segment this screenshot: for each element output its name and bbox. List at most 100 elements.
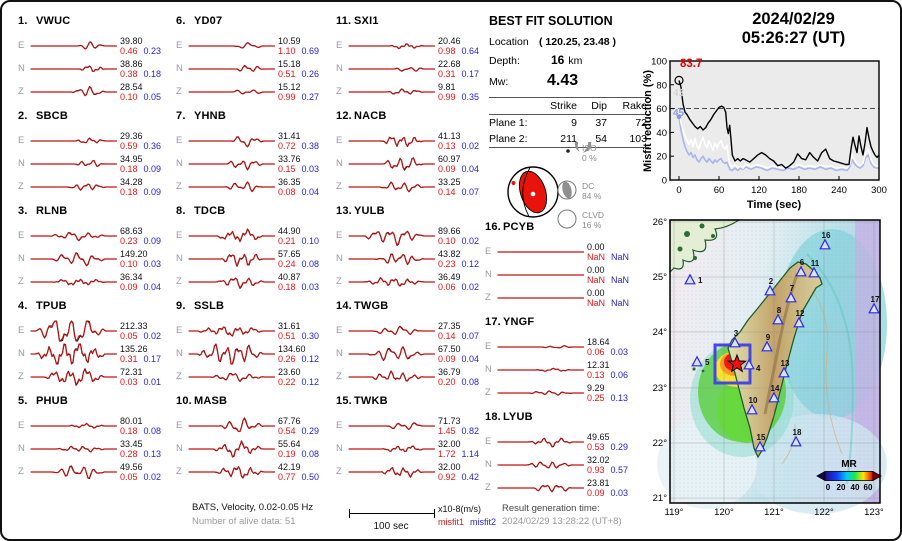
misfit2-value: 0.29: [610, 441, 629, 452]
waveform-row: E 18.64 0.06 0.03: [485, 335, 645, 358]
waveform-row: N 12.31 0.13 0.06: [485, 358, 645, 381]
waveform-row: Z 9.29 0.25 0.13: [485, 381, 645, 404]
waveform-row: N 32.00 1.72 1.14: [336, 437, 496, 460]
lat-label: 22°: [653, 438, 668, 449]
time-scale-bar: [349, 509, 435, 518]
misfit1-value: 0.31: [438, 68, 456, 79]
misfit2-value: NaN: [611, 297, 630, 308]
col-strike: Strike: [550, 100, 577, 112]
amplitude-value: 12.31: [587, 359, 610, 370]
misfit2-value: 1.14: [461, 448, 480, 459]
misfit2-value: 0.38: [301, 140, 320, 151]
station-title: 2. SBCB: [18, 107, 178, 129]
misfit-values: 9.81 0.99 0.35: [438, 82, 479, 102]
station-map-id: 13: [781, 359, 790, 368]
misfit-values: 12.31 0.13 0.06: [587, 360, 628, 380]
misfit2-value: 0.03: [143, 258, 162, 269]
station-name: YNGF: [503, 316, 535, 328]
misfit2-value: 0.07: [461, 186, 480, 197]
y-tick-label: 60: [656, 104, 667, 115]
station-marker-6: 6: [795, 258, 807, 277]
waveform-row: E 80.01 0.18 0.08: [18, 414, 178, 437]
waveform-trace: [30, 41, 117, 50]
blue-ref-label: 45: [673, 108, 685, 119]
beachball-icon: [507, 166, 559, 218]
misfit2-value: 0.18: [143, 68, 162, 79]
waveform-row: Z 36.49 0.06 0.02: [336, 270, 496, 293]
component-label: N: [485, 364, 492, 375]
misfit1-value: 0.51: [278, 330, 296, 341]
misfit1-value: 1.72: [438, 448, 456, 459]
misfit-values: 15.12 0.99 0.27: [278, 82, 319, 102]
misfit1-value: 0.09: [438, 353, 456, 364]
component-label: E: [18, 40, 25, 51]
waveform-trace: [348, 370, 435, 382]
misfit2-value: 0.03: [301, 163, 320, 174]
misfit1-value: 0.05: [120, 471, 138, 482]
waveform-trace: [30, 231, 117, 242]
waveform-row: E 68.63 0.23 0.09: [18, 224, 178, 247]
misfit1-value: 0.28: [120, 448, 138, 459]
misfit1-value: 0.15: [278, 163, 296, 174]
misfit-series: [678, 116, 879, 172]
y-tick-label: 40: [656, 128, 667, 139]
misfit-values: 39.80 0.46 0.23: [120, 36, 161, 56]
component-label: N: [176, 443, 183, 454]
waveform-trace: [188, 372, 275, 382]
misfit1-value: 0.98: [438, 45, 456, 56]
misfit-values: 67.50 0.09 0.04: [438, 344, 479, 364]
waveform-row: E 0.00 NaN NaN: [485, 240, 645, 263]
station-block: 16. PCYB E 0.00 NaN NaN N 0.00 NaN NaN Z 0.00 NaN NaN: [485, 218, 645, 309]
amplitude-value: 36.79: [438, 366, 461, 377]
waveform-row: N 55.64 0.19 0.08: [176, 437, 336, 460]
misfit-values: 9.29 0.25 0.13: [587, 383, 628, 403]
amplitude-value: 0.00: [587, 287, 605, 298]
station-marker-7: 7: [785, 284, 797, 303]
misfit1-value: 0.31: [120, 353, 138, 364]
station-marker-12: 12: [793, 309, 805, 328]
mw-value: 4.43: [547, 72, 579, 89]
amplitude-value: 134.60: [278, 343, 306, 354]
waveform-trace: [188, 466, 275, 479]
misfit2-value: 0.12: [301, 353, 320, 364]
y-tick-label: 20: [656, 152, 667, 163]
amplitude-value: 32.00: [438, 461, 461, 472]
misfit-values: 10.59 1.10 0.69: [278, 36, 319, 56]
misfit1-value: 0.05: [120, 330, 138, 341]
station-column-1: 1. VWUC E 39.80 0.46 0.23 N 38.86 0.38 0.18 Z 28.54…: [18, 12, 178, 487]
misfit1-value: 0.09: [587, 487, 605, 498]
station-title: 3. RLNB: [18, 202, 178, 224]
misfit1-value: 0.92: [438, 471, 456, 482]
amplitude-value: 135.26: [120, 343, 148, 354]
misfit1-value: 0.03: [120, 376, 138, 387]
station-number: 2.: [18, 110, 28, 122]
station-title: 11. SXI1: [336, 12, 496, 34]
amplitude-value: 15.12: [278, 81, 301, 92]
misfit-values: 23.81 0.09 0.03: [587, 478, 628, 498]
mr-legend: MR 0 20 40 60: [816, 459, 882, 492]
amplitude-value: 10.59: [278, 35, 301, 46]
waveform-row: E 27.35 0.14 0.07: [336, 319, 496, 342]
amplitude-value: 149.20: [120, 248, 148, 259]
amplitude-value: 67.76: [278, 415, 301, 426]
station-block: 9. SSLB E 31.61 0.51 0.30 N 134.60 0.26 0.12 Z 23.6…: [176, 297, 336, 388]
waveform-trace: [30, 183, 117, 191]
depth-value: 16: [551, 53, 565, 67]
component-label: E: [18, 230, 25, 241]
component-label: E: [176, 325, 183, 336]
dc-label: DC: [582, 181, 594, 191]
station-number: 16.: [485, 221, 501, 233]
misfit2-value: 0.04: [143, 281, 162, 292]
misfit2-value: 0.13: [143, 448, 162, 459]
best-fit-solution-panel: BEST FIT SOLUTION Location ( 120.25, 23.…: [489, 14, 655, 148]
station-map-id: 12: [796, 309, 805, 318]
misfit-values: 0.00 NaN NaN: [587, 288, 629, 308]
misfit2-value: 0.02: [461, 281, 480, 292]
station-title: 7. YHNB: [176, 107, 336, 129]
misfit1-value: 0.54: [278, 425, 296, 436]
misfit1-value: 0.24: [278, 258, 296, 269]
misfit2-value: 0.09: [143, 163, 162, 174]
station-map-id: 15: [757, 433, 766, 442]
amplitude-value: 32.02: [587, 454, 610, 465]
station-block: 11. SXI1 E 20.46 0.98 0.64 N 22.68 0.31 0.17 Z 9.81…: [336, 12, 496, 103]
